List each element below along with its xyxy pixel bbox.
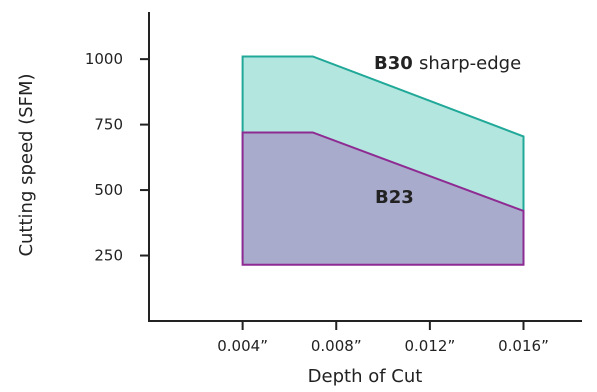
series-area-b23	[241, 131, 525, 266]
x-ticks: 0.004” 0.008” 0.012” 0.016”	[217, 321, 549, 355]
y-tick-label: 250	[94, 247, 123, 265]
x-axis-title: Depth of Cut	[308, 366, 423, 387]
series-label-b30-name: B30	[374, 53, 413, 74]
y-tick-label: 1000	[85, 50, 123, 68]
x-tick-label: 0.008”	[311, 337, 362, 355]
y-ticks: 250 500 750 1000	[85, 50, 149, 265]
x-tick-label: 0.016”	[498, 337, 549, 355]
x-tick-label: 0.004”	[217, 337, 268, 355]
series-label-b30-suffix: sharp-edge	[419, 53, 521, 74]
y-axis-title: Cutting speed (SFM)	[16, 73, 37, 256]
axes	[148, 12, 582, 322]
y-tick-label: 500	[94, 181, 123, 199]
y-tick-label: 750	[94, 116, 123, 134]
series-label-b23-name: B23	[375, 187, 414, 208]
series-areas	[241, 55, 525, 266]
x-tick-label: 0.012”	[405, 337, 456, 355]
